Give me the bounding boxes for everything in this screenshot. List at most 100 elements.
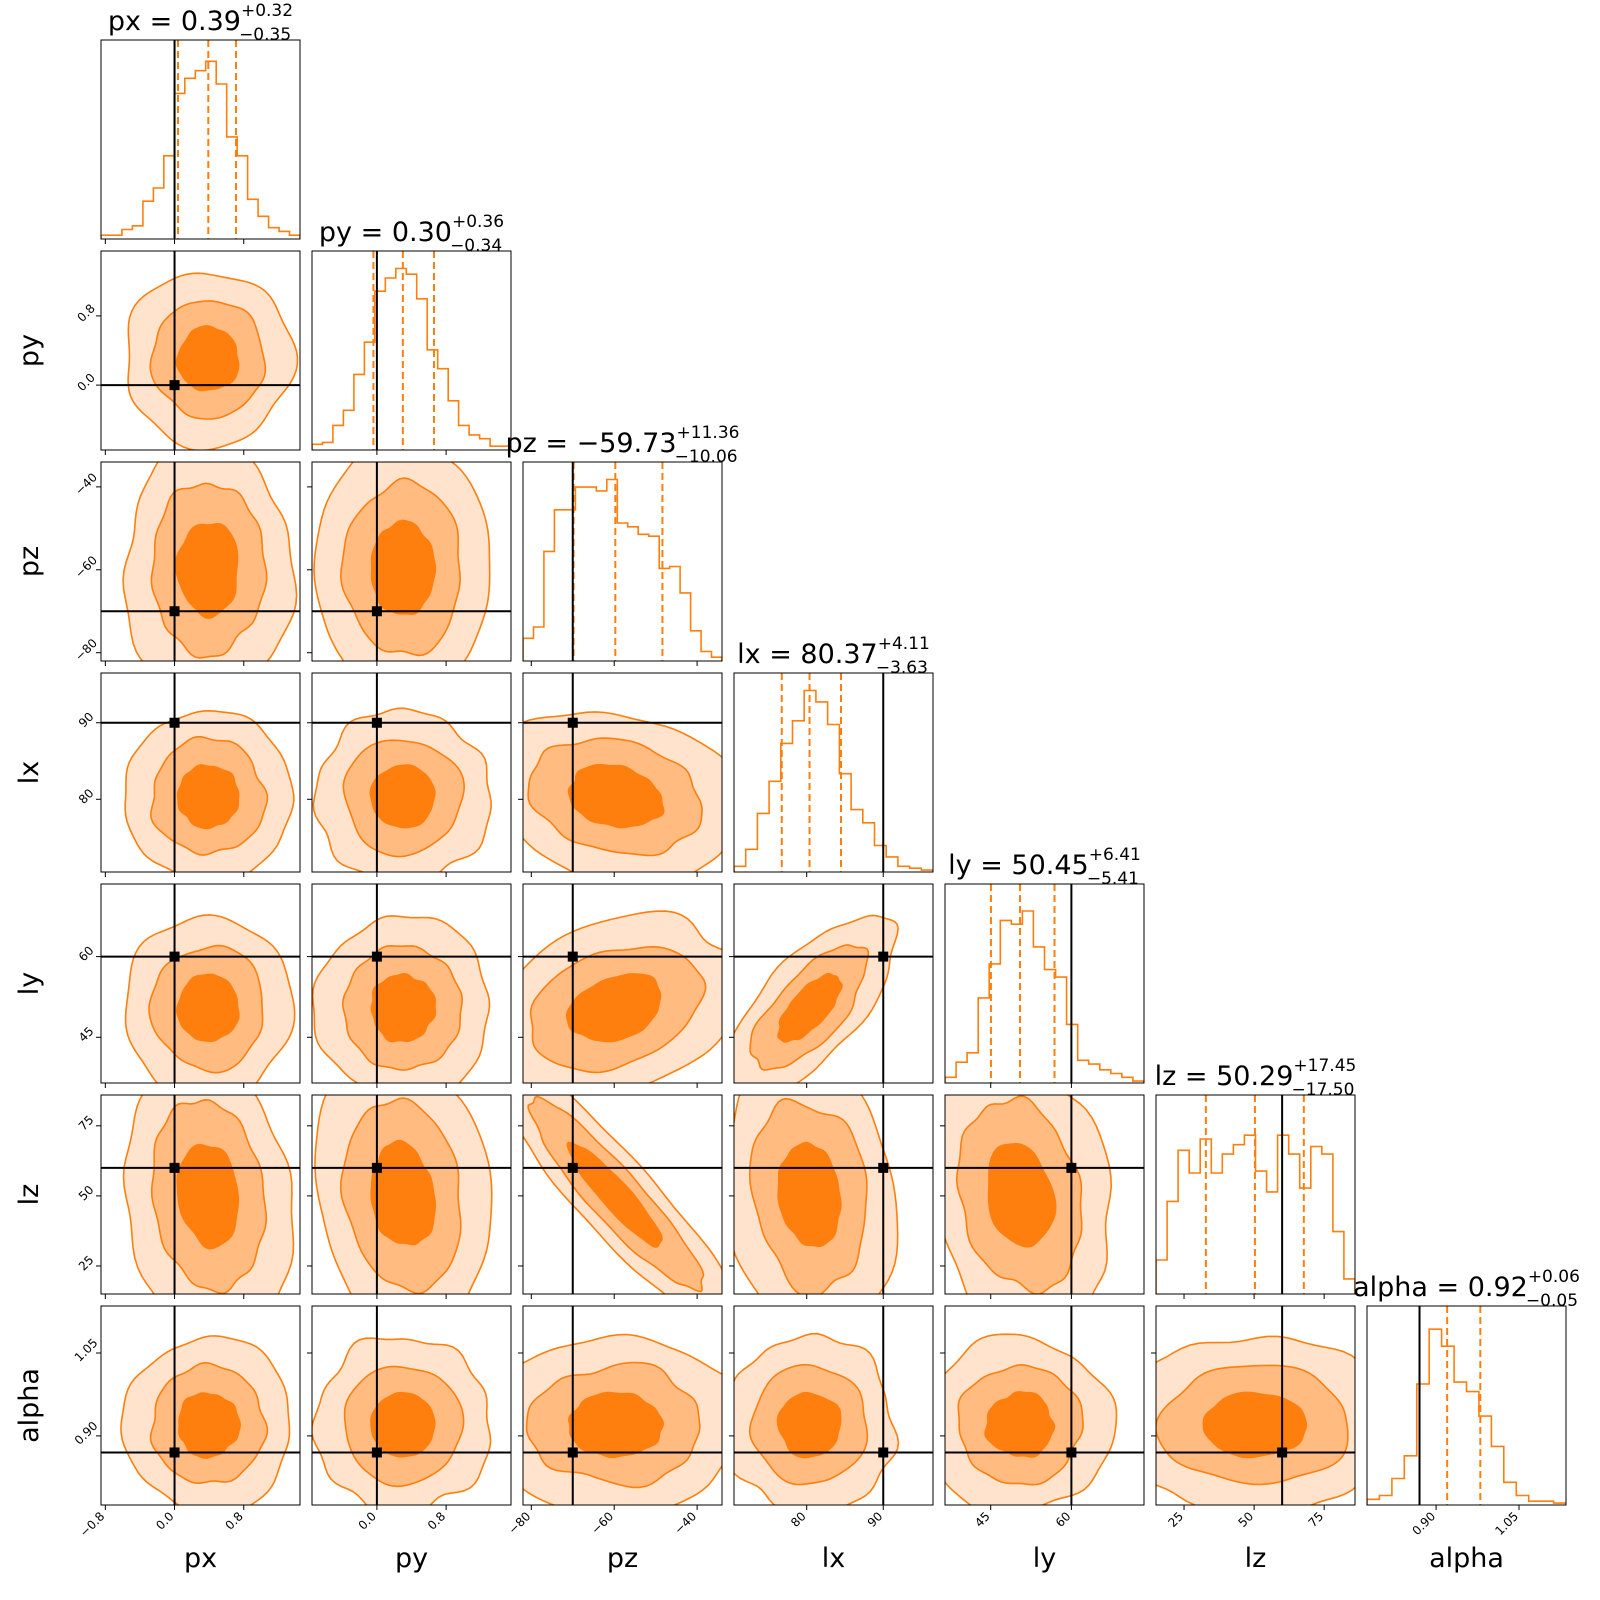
truth-marker [371, 606, 382, 617]
x-tick-label: 0.0 [356, 1509, 379, 1532]
contour-lx-vs-px [101, 673, 300, 872]
histogram-steps-lz [1156, 1134, 1355, 1294]
histogram-ly [945, 884, 1144, 1083]
contour-alpha-vs-lx [734, 1306, 933, 1505]
y-tick-label: 1.05 [72, 1336, 101, 1365]
panel-frame [944, 1305, 1145, 1506]
y-tick-label: 90 [76, 710, 97, 731]
truth-marker [567, 1162, 578, 1173]
x-tick-label: 0.8 [425, 1509, 448, 1532]
y-tick-label: −40 [72, 470, 100, 498]
contour-lz-vs-pz [523, 1095, 722, 1294]
contour-lz-vs-ly [945, 1095, 1144, 1294]
x-axis-label-lx: lx [822, 1543, 846, 1574]
histogram-lx [734, 673, 933, 872]
contour-ly-vs-px [101, 884, 300, 1083]
x-tick-label: −60 [589, 1509, 617, 1537]
panel-frame [944, 883, 1145, 1084]
panel-frame [311, 250, 512, 451]
contour-level-1 [175, 325, 240, 392]
contour-alpha-vs-lz [1156, 1306, 1355, 1505]
contour-ly-vs-py [312, 884, 511, 1083]
x-tick-label: 50 [1236, 1509, 1257, 1530]
panel-frame [100, 883, 301, 1084]
contour-level-1 [984, 1391, 1056, 1458]
contour-py-vs-px [101, 251, 300, 450]
title-sup: +0.06 [1528, 1267, 1580, 1287]
contour-level-1 [176, 1144, 240, 1250]
panel-frame [311, 1094, 512, 1295]
truth-marker [567, 717, 578, 728]
truth-marker [567, 951, 578, 962]
panel-frame [733, 672, 934, 873]
panel-frame [311, 883, 512, 1084]
histogram-px [101, 40, 300, 239]
title-sub: −3.63 [876, 658, 928, 678]
contour-lz-vs-py [312, 1095, 511, 1294]
contour-level-1 [370, 1139, 437, 1246]
panel-frame [522, 1305, 723, 1506]
y-axis-label-alpha: alpha [14, 1368, 45, 1443]
title-pz: pz = −59.73+11.36 −10.06 [506, 423, 740, 467]
x-tick-label: 1.05 [1492, 1509, 1521, 1538]
x-tick-label: −80 [506, 1509, 534, 1537]
y-axis-label-py: py [14, 334, 45, 367]
title-main: ly = 50.45 [948, 850, 1089, 881]
contour-level-1 [776, 1391, 842, 1459]
x-axis-label-px: px [184, 1543, 217, 1574]
title-sup: +6.41 [1089, 845, 1141, 865]
x-tick-label: 75 [1306, 1509, 1327, 1530]
contour-level-1 [777, 972, 843, 1043]
x-tick-label: 60 [1053, 1509, 1074, 1530]
x-tick-label: 0.8 [222, 1509, 245, 1532]
contour-level-1 [370, 1391, 436, 1458]
truth-marker [169, 951, 180, 962]
contour-alpha-vs-ly [945, 1306, 1144, 1505]
y-tick-label: −80 [72, 636, 100, 664]
contour-level-1 [1202, 1391, 1307, 1459]
x-tick-label: −0.8 [77, 1509, 108, 1540]
panel-frame [100, 461, 301, 662]
y-tick-label: −60 [72, 553, 100, 581]
panel-frame [311, 461, 512, 662]
truth-marker [878, 1162, 889, 1173]
contour-alpha-vs-pz [523, 1306, 722, 1505]
title-sup: +0.32 [241, 1, 293, 21]
truth-marker [169, 380, 180, 391]
truth-marker [169, 606, 180, 617]
title-px: px = 0.39+0.32 −0.35 [108, 1, 293, 45]
title-main: lz = 50.29 [1155, 1061, 1294, 1092]
panel-frame [1366, 1305, 1567, 1506]
panel-frame [522, 672, 723, 873]
x-tick-label: 90 [865, 1509, 886, 1530]
x-tick-label: −40 [671, 1509, 699, 1537]
panel-frame [733, 1305, 934, 1506]
contour-level-1 [369, 764, 436, 829]
title-alpha: alpha = 0.92+0.06 −0.05 [1353, 1267, 1580, 1311]
truth-marker [371, 951, 382, 962]
panel-frame [522, 883, 723, 1084]
y-tick-label: 0.90 [72, 1419, 101, 1448]
y-tick-label: 0.0 [74, 371, 97, 394]
title-ly: ly = 50.45+6.41 −5.41 [948, 845, 1141, 889]
panel-frame [100, 1305, 301, 1506]
panel-frame [522, 1094, 723, 1295]
title-sup: +0.36 [452, 212, 504, 232]
histogram-pz [523, 462, 722, 661]
histogram-steps-pz [523, 478, 722, 661]
truth-marker [878, 1447, 889, 1458]
contour-pz-vs-py [312, 462, 511, 661]
contour-level-1 [568, 1391, 664, 1458]
x-axis-label-pz: pz [607, 1543, 638, 1574]
panel-frame [1155, 1094, 1356, 1295]
contour-level-1 [176, 764, 240, 830]
contour-level-1 [370, 973, 437, 1043]
y-tick-label: 45 [76, 1024, 97, 1045]
x-axis-label-ly: ly [1033, 1543, 1057, 1574]
histogram-alpha [1367, 1306, 1566, 1505]
panel-frame [100, 39, 301, 240]
title-main: py = 0.30 [319, 217, 452, 248]
contour-lx-vs-py [312, 673, 511, 872]
truth-marker [1066, 1162, 1077, 1173]
